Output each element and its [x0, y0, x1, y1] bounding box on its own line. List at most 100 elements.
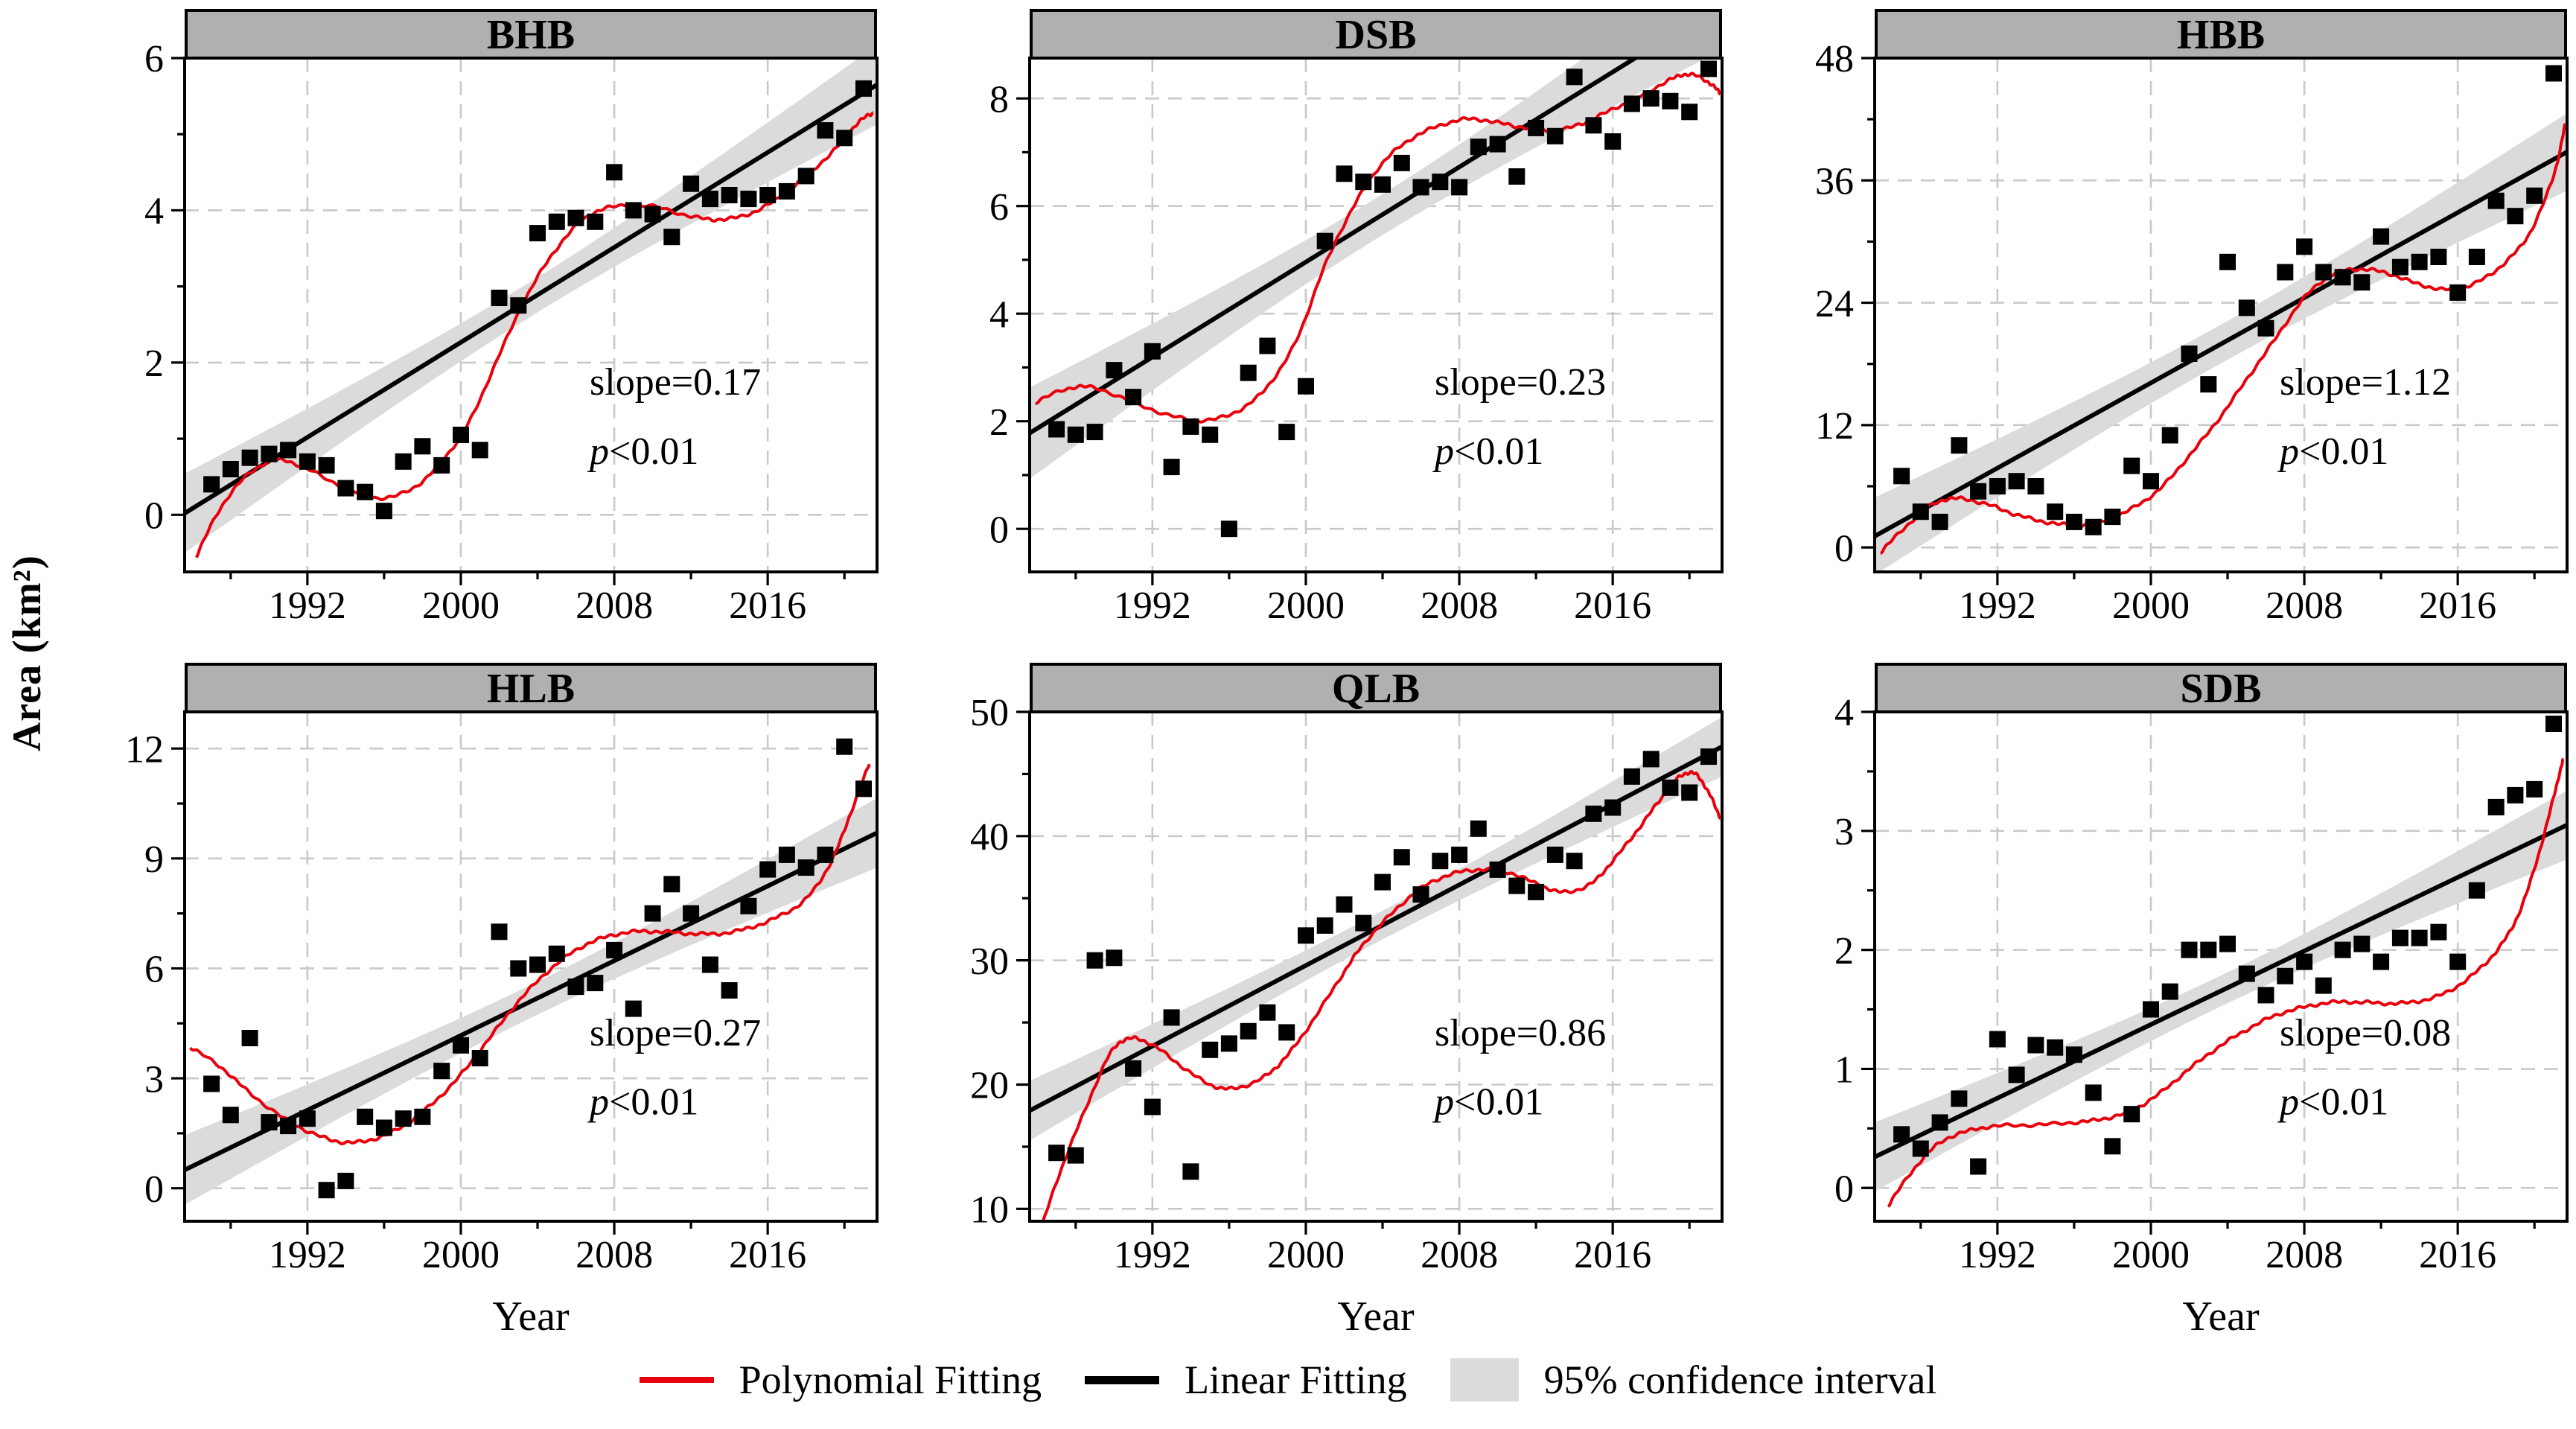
data-point — [318, 1182, 335, 1199]
data-point — [1989, 1031, 2006, 1048]
linear-fit-line — [185, 83, 877, 515]
data-point — [1144, 1098, 1161, 1115]
data-point — [2487, 192, 2505, 209]
data-point — [1470, 820, 1487, 837]
y-tick-label: 2 — [989, 401, 1009, 444]
data-point — [2008, 1066, 2025, 1083]
data-point — [663, 229, 680, 246]
chart-canvas-bhb: 1992 2000 2008 2016 0 2 4 6 slope=0.17 p<0.01 — [144, 38, 879, 627]
data-point — [2123, 1106, 2140, 1123]
data-point — [1393, 154, 1410, 171]
data-point — [414, 438, 431, 455]
data-point — [778, 846, 795, 863]
ci-band-swatch-icon — [1450, 1358, 1519, 1401]
panel-title: DSB — [1335, 12, 1417, 58]
data-point — [1451, 846, 1468, 863]
data-point — [701, 191, 718, 208]
data-point — [2334, 269, 2351, 286]
data-point — [1355, 914, 1372, 932]
data-point — [395, 453, 412, 470]
y-tick-labels: 0 3 6 9 12 — [125, 728, 164, 1211]
data-point — [1067, 1147, 1084, 1164]
data-point — [280, 1118, 297, 1135]
data-point — [1086, 424, 1103, 441]
scatter-points — [1893, 65, 2562, 535]
y-tick-label: 9 — [144, 838, 164, 881]
ticks — [1016, 710, 1691, 1235]
data-point — [1048, 421, 1065, 438]
y-tick-label: 50 — [970, 692, 1009, 734]
x-tick-label: 2008 — [1421, 585, 1498, 627]
y-tick-label: 40 — [970, 816, 1009, 859]
x-tick-label: 1992 — [269, 1234, 346, 1276]
data-point — [740, 897, 757, 914]
ticks — [1016, 97, 1691, 585]
data-point — [548, 213, 565, 230]
data-point — [414, 1108, 431, 1125]
data-point — [261, 445, 278, 462]
data-point — [1623, 95, 1640, 112]
x-tick-label: 1992 — [1959, 585, 2036, 627]
data-point — [1566, 853, 1583, 870]
chart-canvas-sdb: 1992 2000 2008 2016 0 1 2 3 4 slope=0.08 p<0.01 — [1834, 692, 2569, 1276]
y-tick-label: 0 — [144, 1168, 164, 1211]
data-point — [222, 461, 239, 477]
data-point — [2526, 780, 2543, 798]
linear-line-swatch-icon — [1085, 1375, 1160, 1384]
x-tick-label: 1992 — [1114, 585, 1191, 627]
data-point — [1912, 503, 1929, 521]
data-point — [1316, 917, 1333, 934]
data-point — [2430, 923, 2447, 941]
y-tick-label: 36 — [1815, 160, 1854, 203]
data-point — [1374, 176, 1391, 193]
data-point — [1931, 513, 1948, 530]
ticks — [1861, 57, 2536, 585]
data-point — [2526, 187, 2543, 204]
x-axis-title-col1: Year — [382, 1293, 680, 1340]
data-point — [453, 1037, 469, 1054]
x-tick-labels: 1992 2000 2008 2016 — [1959, 585, 2496, 627]
data-point — [1125, 1060, 1142, 1077]
data-point — [1470, 139, 1487, 156]
data-point — [2296, 953, 2313, 970]
data-point — [1278, 424, 1295, 441]
data-point — [2027, 478, 2044, 494]
data-point — [2238, 299, 2255, 316]
data-point — [1566, 69, 1583, 86]
data-point — [1048, 1145, 1065, 1162]
plot-border — [1873, 57, 2569, 573]
ticks — [1861, 710, 2536, 1235]
annotations: slope=0.08 p<0.01 — [2277, 1012, 2451, 1123]
data-point — [1546, 846, 1563, 863]
y-tick-labels: 10 20 30 40 50 — [970, 692, 1009, 1231]
data-point — [644, 905, 661, 922]
y-tick-labels: 0 2 4 6 — [144, 38, 164, 537]
panel-title: HLB — [486, 666, 576, 712]
data-point — [1893, 1126, 1910, 1143]
panel-title: HBB — [2176, 12, 2266, 58]
data-point — [491, 923, 508, 941]
data-point — [2430, 249, 2447, 265]
y-tick-label: 3 — [144, 1058, 164, 1101]
data-point — [2200, 941, 2217, 958]
data-point — [797, 168, 814, 185]
y-tick-label: 0 — [1834, 1168, 1854, 1210]
data-point — [2449, 953, 2467, 970]
y-tick-labels: 0 12 24 36 48 — [1815, 38, 1854, 570]
data-point — [203, 1075, 220, 1092]
data-point — [2468, 249, 2485, 265]
data-point — [1604, 133, 1622, 150]
data-point — [1970, 483, 1987, 500]
data-point — [241, 449, 258, 466]
x-tick-label: 2016 — [1574, 1234, 1651, 1276]
x-axis-title-col2: Year — [1227, 1293, 1525, 1340]
data-point — [1374, 873, 1391, 891]
data-point — [836, 130, 853, 147]
slope-annotation: slope=1.12 — [2280, 361, 2451, 404]
data-point — [471, 1050, 488, 1066]
slope-annotation: slope=0.08 — [2280, 1012, 2451, 1054]
y-tick-label: 0 — [144, 495, 164, 538]
data-point — [2296, 238, 2313, 255]
data-point — [1355, 174, 1372, 191]
